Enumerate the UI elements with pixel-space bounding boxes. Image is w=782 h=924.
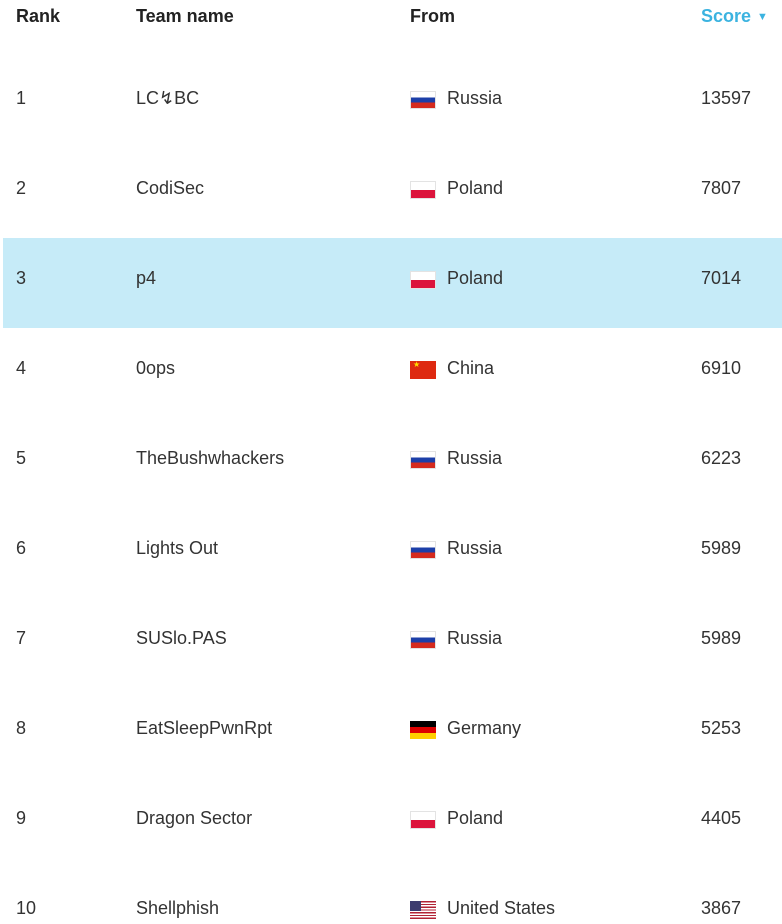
score-cell: 6910 [701,358,742,378]
country-name: Russia [447,538,503,558]
poland-flag-icon [410,181,436,199]
team-name-link[interactable]: Shellphish [136,898,220,918]
team-name-link[interactable]: Lights Out [136,538,219,558]
team-name-link[interactable]: CodiSec [136,178,205,198]
team-name-link[interactable]: EatSleepPwnRpt [136,718,273,738]
poland-flag-icon [410,811,436,829]
country-cell: China [410,357,494,379]
table-row[interactable]: 3 p4 Poland 7014 [3,238,782,328]
rank-cell: 9 [16,808,27,828]
team-name-link[interactable]: LC↯BC [136,88,200,108]
country-name: Russia [447,448,503,468]
country-name: Germany [447,718,522,738]
team-name-link[interactable]: Dragon Sector [136,808,253,828]
country-name: Poland [447,808,504,828]
table-header: Rank Team name From Score ▼ [0,0,782,32]
country-cell: Poland [410,267,503,289]
rank-cell: 6 [16,538,27,558]
header-score-sort[interactable]: Score ▼ [701,6,768,27]
germany-flag-icon [410,721,436,739]
rank-cell: 2 [16,178,27,198]
score-cell: 5253 [701,718,742,738]
table-row[interactable]: 5 TheBushwhackers Russia 6223 [3,418,782,508]
country-cell: Russia [410,537,502,559]
table-row[interactable]: 4 0ops China 6910 [3,328,782,418]
country-name: Poland [447,178,504,198]
table-row[interactable]: 9 Dragon Sector Poland 4405 [3,778,782,868]
header-team-name[interactable]: Team name [136,6,234,26]
country-cell: Poland [410,177,503,199]
china-flag-icon [410,360,436,379]
rank-cell: 1 [16,88,27,108]
score-cell: 3867 [701,898,742,918]
table-row[interactable]: 10 Shellphish United States 3867 [3,868,782,924]
country-cell: Russia [410,627,502,649]
rank-cell: 4 [16,358,27,378]
table-row[interactable]: 7 SUSlo.PAS Russia 5989 [3,598,782,688]
sort-descending-icon: ▼ [757,11,768,23]
team-name-link[interactable]: SUSlo.PAS [136,628,227,648]
country-cell: Russia [410,447,502,469]
header-rank[interactable]: Rank [16,6,61,26]
country-name: China [447,358,495,378]
table-row[interactable]: 6 Lights Out Russia 5989 [3,508,782,598]
rank-cell: 10 [16,898,37,918]
team-name-link[interactable]: 0ops [136,358,176,378]
score-cell: 5989 [701,538,742,558]
score-cell: 7807 [701,178,742,198]
country-name: United States [447,898,556,918]
russia-flag-icon [410,541,436,559]
table-row[interactable]: 2 CodiSec Poland 7807 [3,148,782,238]
score-cell: 7014 [701,268,742,288]
rank-cell: 7 [16,628,27,648]
score-cell: 4405 [701,808,742,828]
country-name: Russia [447,628,503,648]
usa-flag-icon [410,901,436,919]
poland-flag-icon [410,271,436,289]
score-cell: 13597 [701,88,752,108]
header-score-label: Score [701,6,752,26]
score-cell: 5989 [701,628,742,648]
rank-cell: 3 [16,268,27,288]
header-from[interactable]: From [410,6,455,26]
russia-flag-icon [410,451,436,469]
country-cell: Germany [410,717,521,739]
country-cell: United States [410,897,555,919]
table-row[interactable]: 1 LC↯BC Russia 13597 [3,58,782,148]
country-cell: Russia [410,87,502,109]
country-name: Russia [447,88,503,108]
russia-flag-icon [410,91,436,109]
country-name: Poland [447,268,504,288]
rank-cell: 8 [16,718,27,738]
team-name-link[interactable]: p4 [136,268,157,288]
score-cell: 6223 [701,448,742,468]
table-row[interactable]: 8 EatSleepPwnRpt Germany 5253 [3,688,782,778]
rank-cell: 5 [16,448,27,468]
country-cell: Poland [410,807,503,829]
russia-flag-icon [410,631,436,649]
team-name-link[interactable]: TheBushwhackers [136,448,285,468]
